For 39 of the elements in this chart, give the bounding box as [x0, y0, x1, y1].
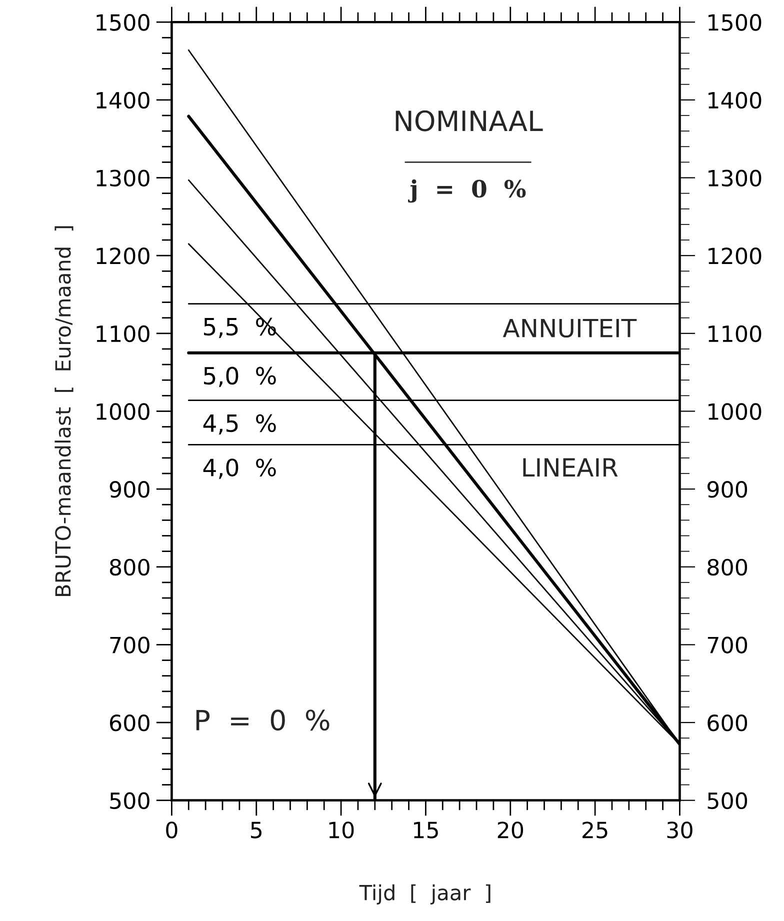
- y-tick-label: 1500: [96, 14, 150, 31]
- x-tick-label: 0: [166, 822, 178, 838]
- y-tick-label: 500: [110, 792, 150, 810]
- y-tick-label: 1400: [96, 92, 150, 109]
- annotation: LINEAIR: [523, 458, 618, 476]
- y2-tick-label: 600: [708, 714, 748, 732]
- y2-tick-label: 1400: [708, 92, 762, 109]
- y2-tick-label: 1200: [708, 248, 762, 264]
- y2-tick-label: 1500: [708, 14, 762, 31]
- x-tick-label: 20: [498, 822, 524, 838]
- legend-label: 4,0 %: [203, 458, 276, 479]
- x-tick-label: 25: [582, 822, 608, 838]
- y-tick-label: 600: [110, 714, 150, 732]
- y-tick-label: 900: [110, 481, 150, 498]
- y-axis-title: BRUTO-maandlast [ Euro/maand ]: [54, 226, 74, 596]
- y-tick-label: 700: [110, 636, 150, 654]
- annotation: P = 0 %: [196, 710, 330, 731]
- y-tick-label: 800: [110, 558, 150, 576]
- annotation: j = 0 %: [408, 179, 526, 203]
- y-tick-label: 1200: [96, 248, 150, 264]
- annotation: ANNUITEIT: [502, 318, 637, 338]
- y2-tick-label: 500: [708, 792, 748, 810]
- y2-tick-label: 1100: [708, 325, 762, 342]
- annotation: NOMINAAL: [396, 110, 543, 132]
- y2-tick-label: 1300: [708, 170, 762, 187]
- x-tick-label: 10: [329, 822, 354, 838]
- y2-tick-label: 900: [708, 481, 748, 498]
- y2-tick-label: 1000: [708, 403, 762, 420]
- y2-tick-label: 800: [708, 558, 748, 576]
- y-tick-label: 1300: [96, 170, 150, 187]
- x-axis-title: Tijd [ jaar ]: [359, 884, 490, 905]
- x-tick-label: 15: [414, 822, 438, 838]
- y2-tick-label: 700: [708, 636, 748, 654]
- y-tick-label: 1000: [96, 403, 150, 420]
- legend-label: 5,0 %: [204, 366, 276, 388]
- x-tick-label: 30: [667, 822, 692, 838]
- x-tick-label: 5: [251, 822, 262, 838]
- legend-label: 4,5 %: [203, 414, 276, 434]
- y-tick-label: 1100: [96, 325, 150, 342]
